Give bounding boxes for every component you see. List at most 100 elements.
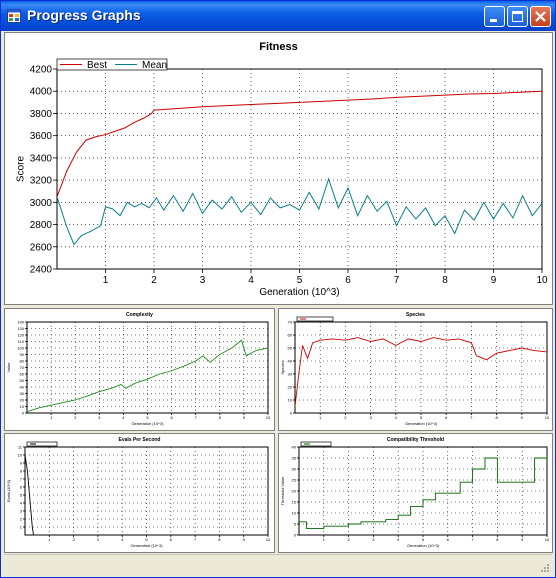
x-tick-label: 4 (397, 537, 400, 542)
maximize-icon (512, 11, 523, 22)
x-tick-label: 6 (447, 537, 450, 542)
app-window-icon (7, 9, 21, 23)
y-tick-label: 20 (292, 488, 297, 493)
compatibility-threshold-chart: Compatibility Threshold 1 2 3 4 5 6 7 8 9 10 0 5 10 15… (280, 437, 550, 548)
x-tick-label: 6 (445, 415, 448, 420)
y-tick-label: 20 (20, 397, 25, 402)
fitness-chart-title: Fitness (259, 41, 298, 53)
resize-grip-icon[interactable] (538, 563, 550, 575)
x-tick-label: 7 (470, 415, 473, 420)
y-tick-label: 2600 (30, 242, 53, 253)
threshold-x-axis-label: Generation (10^3) (407, 543, 440, 548)
threshold-legend (300, 441, 332, 447)
close-button[interactable] (530, 6, 551, 27)
x-tick-label: 10 (536, 275, 548, 286)
x-tick-label: 2 (74, 415, 77, 420)
evals-per-second-chart: Evals Per Second 1 2 3 4 5 6 7 8 9 10 1 2 3 4 5 6 7 8 9 10 11… (6, 437, 271, 548)
y-tick-label: 4 (20, 500, 23, 505)
y-tick-label: 2 (20, 516, 23, 521)
complexity-y-axis-label: Value (6, 362, 11, 373)
complexity-chart-panel: Complexity 1 2 3 4 5 6 7 8 9 10 0 10 20 30 40 50 60 70 80 90… (4, 308, 275, 431)
x-tick-label: 10 (545, 415, 550, 420)
y-tick-label: 70 (20, 365, 25, 370)
x-tick-label: 6 (170, 415, 173, 420)
y-tick-label: 30 (288, 371, 293, 376)
y-tick-label: 2400 (30, 265, 53, 276)
x-tick-label: 3 (369, 415, 372, 420)
species-chart-title: Species (406, 312, 425, 318)
fitness-series-mean-line (57, 177, 542, 246)
x-tick-label: 2 (72, 537, 75, 542)
x-tick-label: 10 (545, 537, 550, 542)
legend-box (26, 441, 58, 447)
evals-chart-panel: Evals Per Second 1 2 3 4 5 6 7 8 9 10 1 2 3 4 5 6 7 8 9 10 11… (4, 433, 275, 553)
x-tick-label: 3 (98, 415, 101, 420)
title-bar[interactable]: Progress Graphs (1, 1, 555, 31)
close-icon (535, 11, 546, 22)
y-tick-label: 30 (20, 391, 25, 396)
y-tick-label: 7 (20, 476, 23, 481)
y-tick-label: 60 (20, 371, 25, 376)
x-tick-label: 3 (200, 275, 206, 286)
y-tick-label: 5 (294, 521, 297, 526)
x-tick-label: 8 (219, 415, 222, 420)
status-bar (4, 554, 552, 577)
y-tick-label: 4000 (30, 87, 53, 98)
y-tick-label: 3000 (30, 198, 53, 209)
y-tick-label: 5 (20, 492, 23, 497)
complexity-x-axis-label: Generation (10^3) (131, 421, 164, 426)
x-tick-label: 5 (422, 537, 425, 542)
species-x-axis-label: Generation (10^3) (405, 421, 438, 426)
y-tick-label: 3 (20, 508, 23, 513)
y-tick-label: 120 (17, 332, 24, 337)
minimize-icon (490, 19, 497, 22)
species-chart: Species 1 2 3 4 5 6 7 8 9 10 0 10 20 30 40 50 60 70 Generat… (280, 312, 550, 426)
fitness-y-axis-label: Score (16, 156, 27, 183)
x-tick-label: 10 (266, 537, 271, 542)
x-tick-label: 1 (319, 415, 322, 420)
minimize-button[interactable] (484, 6, 505, 27)
y-tick-label: 80 (20, 358, 25, 363)
fitness-x-axis-label: Generation (10^3) (259, 287, 339, 298)
x-tick-label: 5 (420, 415, 423, 420)
y-tick-label: 4200 (30, 65, 53, 76)
complexity-grid-lines (27, 322, 268, 413)
y-tick-label: 0 (294, 532, 297, 537)
fitness-series-best-line (57, 90, 542, 197)
complexity-chart-title: Complexity (126, 312, 153, 318)
y-tick-label: 3800 (30, 109, 53, 120)
x-tick-label: 1 (48, 537, 51, 542)
x-tick-label: 8 (495, 415, 498, 420)
legend-entry-mean: Mean (142, 60, 167, 71)
y-tick-label: 40 (288, 358, 293, 363)
legend-box (56, 58, 168, 71)
species-series-0-line (295, 337, 547, 407)
maximize-button[interactable] (507, 6, 528, 27)
x-tick-label: 9 (521, 537, 524, 542)
threshold-chart-title: Compatibility Threshold (387, 437, 444, 443)
x-tick-label: 4 (395, 415, 398, 420)
y-tick-label: 8 (20, 468, 23, 473)
x-tick-label: 9 (243, 537, 246, 542)
x-tick-label: 8 (218, 537, 221, 542)
y-tick-label: 50 (288, 345, 293, 350)
x-tick-label: 5 (146, 415, 149, 420)
threshold-series-0-line (299, 455, 547, 529)
evals-x-axis-label: Generation (10^3) (130, 543, 163, 548)
y-tick-label: 10 (292, 510, 297, 515)
y-tick-label: 90 (20, 352, 25, 357)
y-tick-label: 130 (17, 326, 24, 331)
y-tick-label: 30 (292, 466, 297, 471)
x-tick-label: 9 (491, 275, 497, 286)
y-tick-label: 110 (18, 339, 25, 344)
y-tick-label: 1 (20, 524, 23, 529)
threshold-y-axis-label: Threshold Value (280, 476, 285, 506)
y-tick-label: 140 (17, 319, 24, 324)
y-tick-label: 100 (17, 345, 24, 350)
y-tick-label: 0 (22, 410, 25, 415)
x-tick-label: 8 (496, 537, 499, 542)
fitness-chart-panel: Fitness 1 2 3 4 5 6 7 8 9 10 2400 2600 2800 3000 3200 34… (4, 32, 553, 305)
evals-y-axis-label: Evals (10^3) (6, 479, 11, 502)
